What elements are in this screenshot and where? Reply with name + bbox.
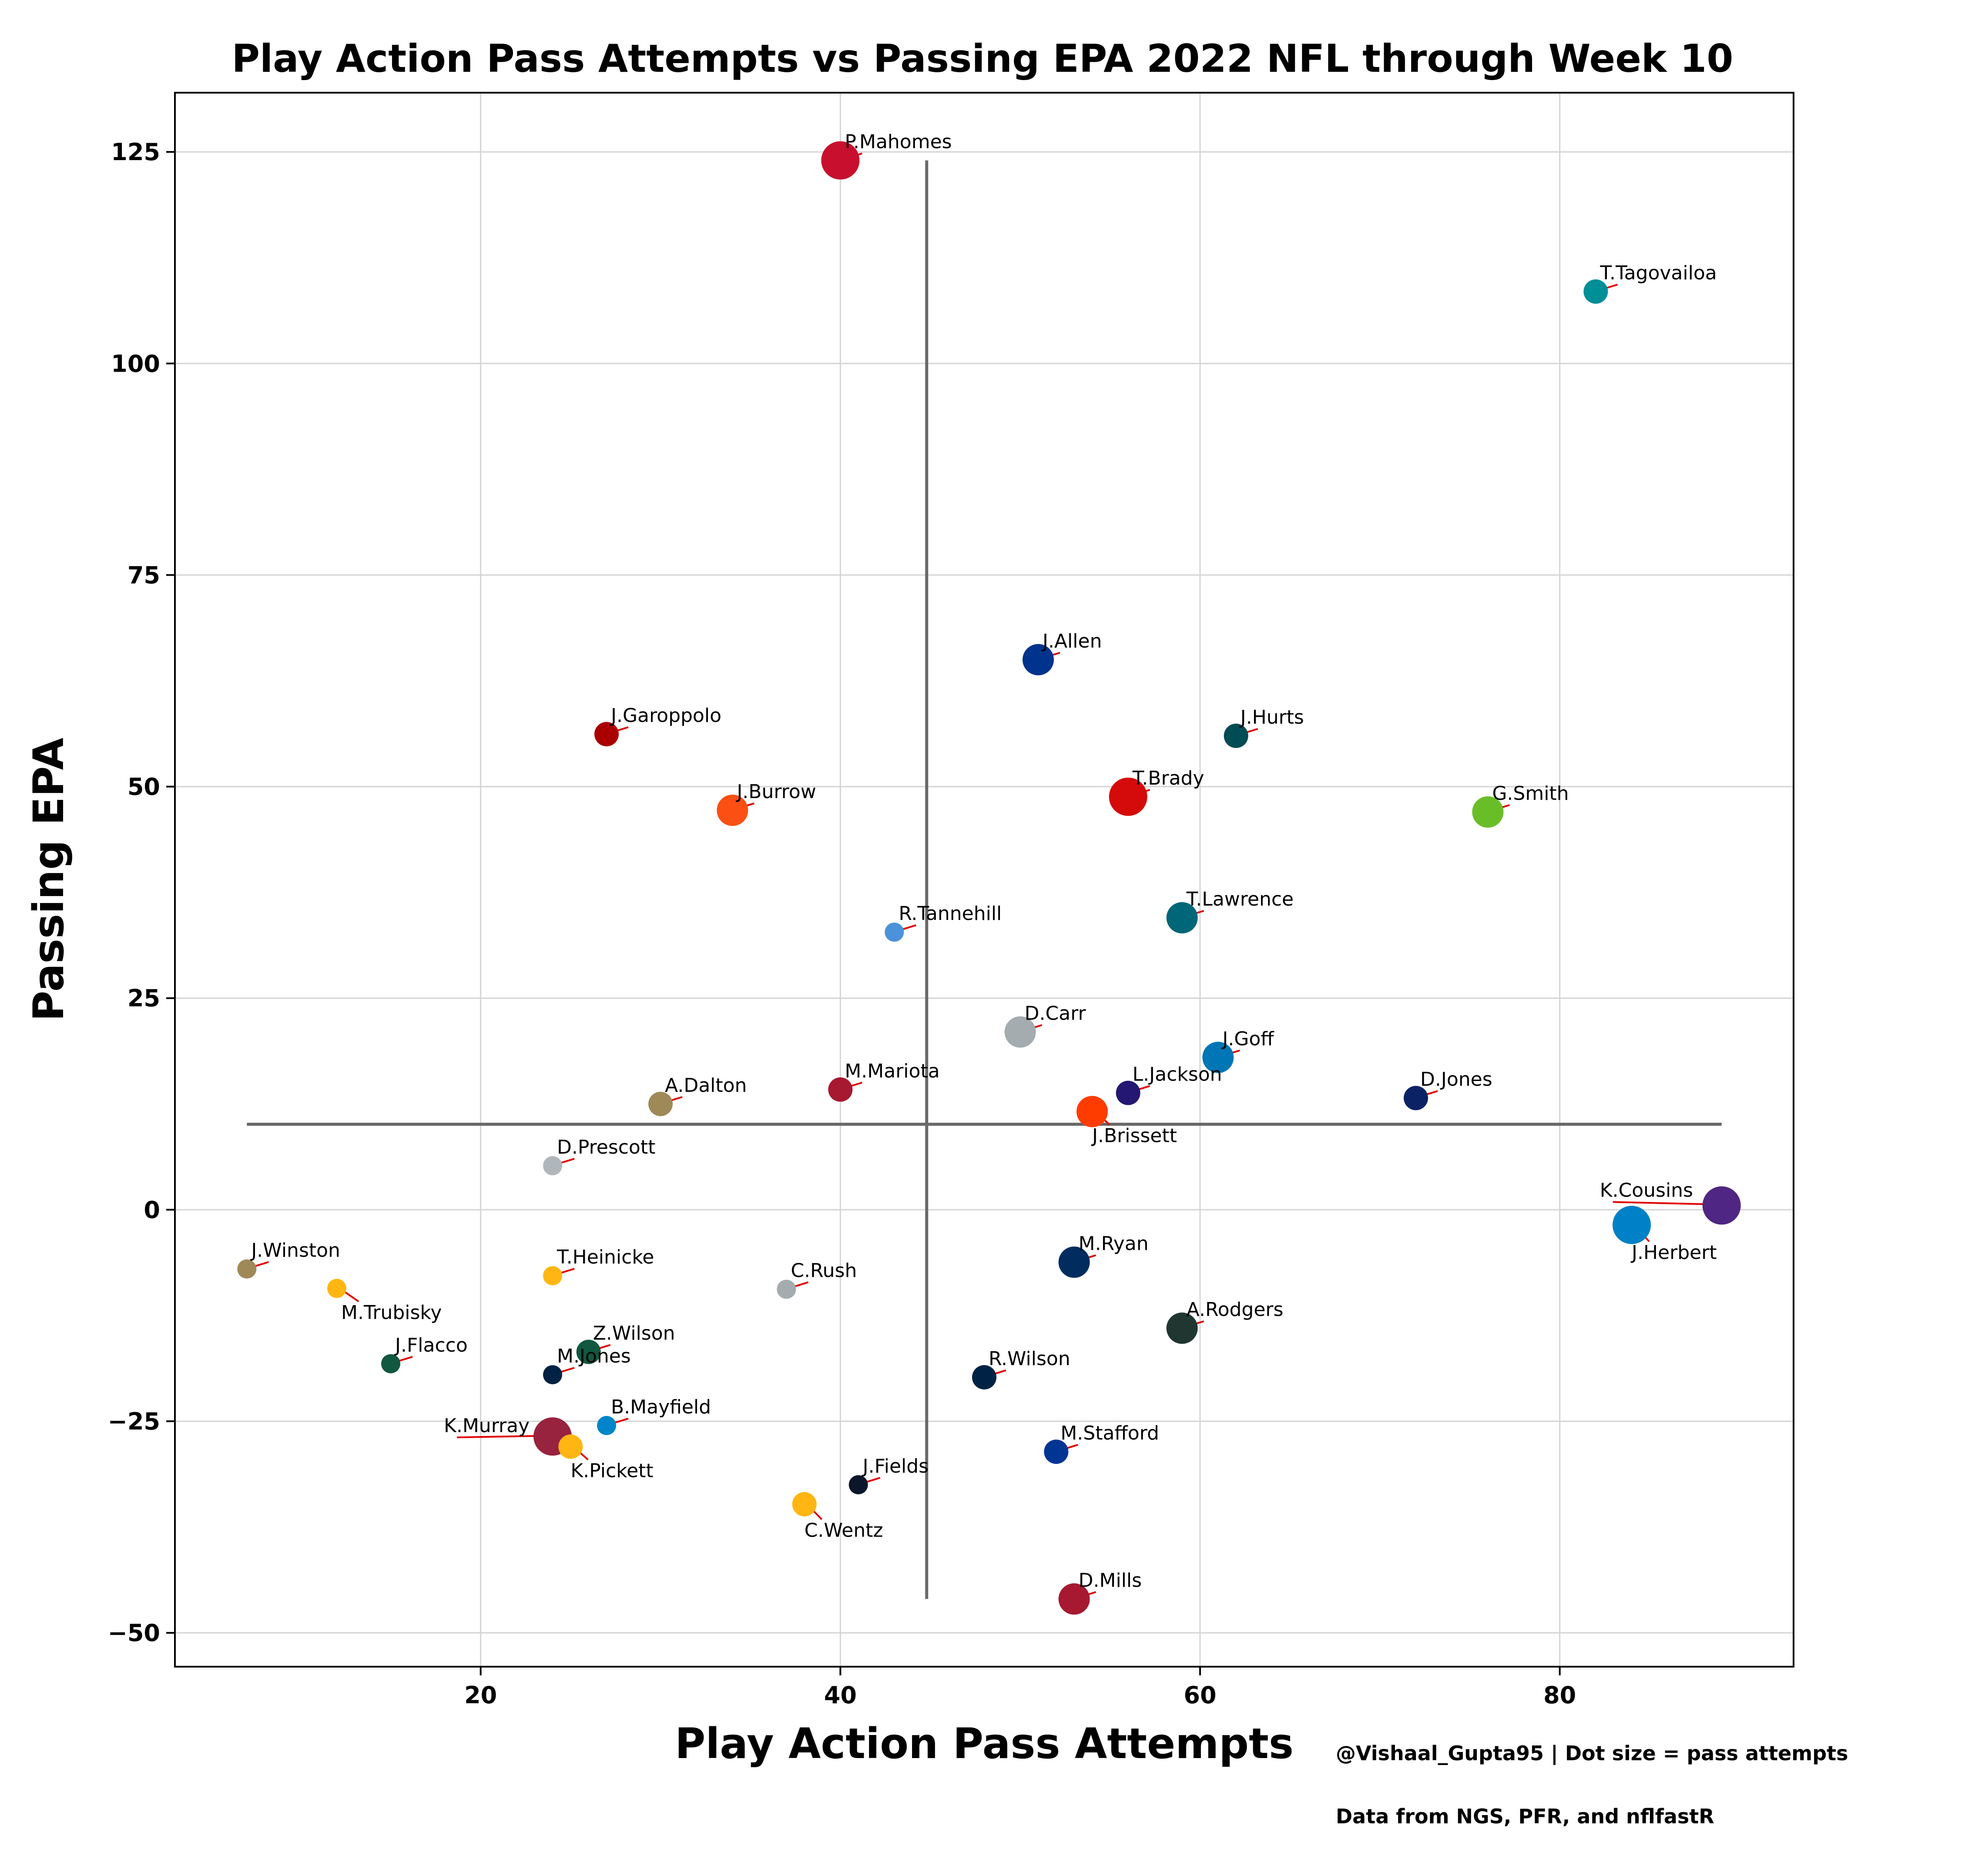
- point-label: A.Dalton: [665, 1074, 747, 1097]
- y-tick-label: 25: [127, 985, 160, 1012]
- point-label: J.Garoppolo: [610, 705, 721, 727]
- data-point: [1058, 1246, 1090, 1278]
- data-point: [597, 1416, 616, 1435]
- point-label: M.Jones: [557, 1345, 631, 1367]
- point-label: M.Mariota: [845, 1060, 939, 1082]
- point-label: J.Brissett: [1091, 1124, 1177, 1147]
- x-tick-label: 20: [464, 1681, 497, 1709]
- point-label: C.Wentz: [805, 1520, 883, 1542]
- point-label: K.Pickett: [570, 1460, 653, 1482]
- y-tick-label: 100: [111, 350, 160, 377]
- point-label: A.Rodgers: [1187, 1299, 1284, 1321]
- point-label: P.Mahomes: [845, 131, 952, 153]
- data-point: [381, 1354, 400, 1373]
- data-point: [777, 1279, 796, 1299]
- y-tick-label: 75: [127, 561, 160, 589]
- data-point: [1583, 279, 1608, 304]
- point-label: D.Carr: [1025, 1003, 1086, 1025]
- x-tick-label: 80: [1543, 1681, 1576, 1709]
- data-point: [848, 1475, 868, 1494]
- data-point: [543, 1266, 562, 1285]
- data-point: [1076, 1096, 1108, 1128]
- x-axis-label: Play Action Pass Attempts: [675, 1719, 1294, 1768]
- data-point: [237, 1259, 257, 1279]
- data-point: [1004, 1016, 1036, 1048]
- point-label: R.Wilson: [989, 1348, 1070, 1370]
- data-point: [1166, 1312, 1198, 1344]
- data-point: [648, 1091, 673, 1116]
- point-label: Z.Wilson: [593, 1322, 675, 1345]
- point-label: J.Goff: [1221, 1028, 1274, 1050]
- grid: [175, 93, 1794, 1667]
- point-label: G.Smith: [1492, 782, 1569, 805]
- mean-lines: [247, 160, 1722, 1599]
- data-point: [1613, 1205, 1651, 1244]
- data-point: [1109, 777, 1147, 816]
- y-tick-label: 0: [144, 1196, 160, 1224]
- point-label: C.Rush: [791, 1260, 857, 1282]
- data-point: [327, 1279, 346, 1298]
- data-points: [237, 141, 1741, 1615]
- data-point: [1702, 1186, 1741, 1225]
- point-label: J.Allen: [1041, 630, 1102, 652]
- axis-ticks: 20 40 60 80 125 100 75 50 25 0 −25 −50: [108, 138, 1576, 1709]
- data-point: [543, 1365, 562, 1385]
- chart-title: Play Action Pass Attempts vs Passing EPA…: [232, 36, 1734, 81]
- point-label: J.Fields: [862, 1455, 929, 1477]
- data-point: [792, 1492, 817, 1517]
- point-label: M.Trubisky: [341, 1302, 442, 1324]
- data-point: [1472, 796, 1504, 828]
- data-point: [576, 1339, 601, 1364]
- point-label: T.Lawrence: [1186, 888, 1294, 910]
- data-point: [821, 141, 860, 180]
- point-label: T.Tagovailoa: [1599, 262, 1717, 284]
- point-label: J.Herbert: [1630, 1242, 1717, 1264]
- data-point: [1044, 1440, 1069, 1464]
- point-labels: P.Mahomes T.Tagovailoa J.Allen J.Garoppolo J…: [250, 131, 1717, 1592]
- data-point: [594, 722, 619, 747]
- data-point: [828, 1077, 853, 1102]
- point-label: T.Brady: [1132, 767, 1204, 789]
- point-label: J.Flacco: [394, 1334, 468, 1356]
- y-tick-label: −25: [108, 1408, 160, 1435]
- data-point: [717, 795, 748, 826]
- plot-frame: [174, 92, 1794, 1668]
- data-point: [1023, 644, 1054, 675]
- point-label: M.Stafford: [1060, 1422, 1159, 1444]
- y-axis-label: Passing EPA: [24, 738, 73, 1021]
- data-point: [558, 1434, 583, 1459]
- x-tick-label: 60: [1184, 1681, 1216, 1709]
- source-note: Data from NGS, PFR, and nflfastR: [1336, 1805, 1714, 1828]
- point-label: D.Mills: [1079, 1569, 1142, 1591]
- point-label: D.Prescott: [557, 1136, 655, 1158]
- point-label: D.Jones: [1420, 1068, 1492, 1091]
- data-point: [1202, 1041, 1234, 1073]
- point-label: L.Jackson: [1133, 1064, 1222, 1086]
- point-label: B.Mayfield: [611, 1396, 711, 1418]
- data-point: [885, 923, 904, 942]
- point-label: T.Heinicke: [557, 1246, 654, 1269]
- x-tick-label: 40: [824, 1681, 857, 1709]
- y-tick-label: 125: [111, 138, 160, 166]
- point-label: R.Tannehill: [899, 903, 1002, 925]
- y-tick-label: −50: [108, 1619, 160, 1647]
- point-label: K.Cousins: [1600, 1179, 1693, 1201]
- point-label: J.Winston: [250, 1239, 340, 1262]
- point-label: J.Burrow: [735, 781, 816, 803]
- credit-note: @Vishaal_Gupta95 | Dot size = pass attem…: [1336, 1742, 1848, 1765]
- data-point: [1116, 1081, 1140, 1105]
- point-label: K.Murray: [444, 1415, 530, 1437]
- data-point: [1404, 1086, 1428, 1111]
- y-tick-label: 50: [127, 773, 160, 801]
- point-label: J.Hurts: [1239, 706, 1304, 728]
- data-point: [1224, 723, 1248, 748]
- data-point: [972, 1365, 996, 1389]
- data-point: [1058, 1583, 1090, 1615]
- data-point: [543, 1156, 562, 1175]
- point-label: M.Ryan: [1079, 1232, 1149, 1255]
- data-point: [1166, 902, 1198, 934]
